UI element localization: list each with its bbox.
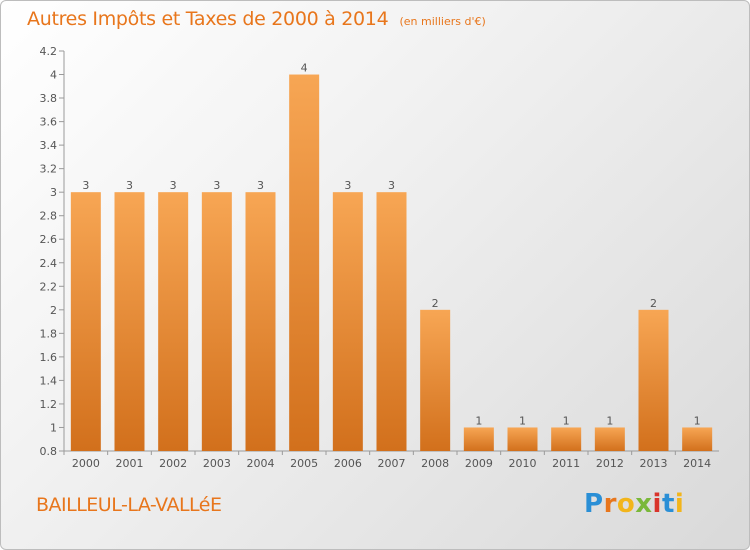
bar-data-label: 3 [344, 179, 351, 192]
bar-data-label: 1 [519, 414, 526, 427]
y-tick-label: 3.8 [40, 92, 58, 105]
y-tick-label: 3.2 [40, 163, 58, 176]
bar-data-label: 3 [82, 179, 89, 192]
bar-data-label: 1 [475, 414, 482, 427]
bar [201, 192, 232, 452]
y-tick-label: 1.6 [40, 351, 58, 364]
brand-letter: t [661, 489, 675, 519]
bar [463, 427, 494, 451]
chart-subtitle: (en milliers d'€) [399, 15, 486, 28]
y-tick-label: 2.2 [40, 280, 58, 293]
bar-data-label: 3 [257, 179, 264, 192]
location-label: BAILLEUL-LA-VALLéE [36, 494, 222, 516]
x-tick-label: 2011 [552, 457, 580, 470]
y-tick-label: 1 [50, 421, 57, 434]
x-tick-label: 2014 [683, 457, 711, 470]
bar [158, 192, 189, 452]
bar-data-label: 3 [126, 179, 133, 192]
bar [594, 427, 625, 451]
bar [114, 192, 145, 452]
x-tick-label: 2007 [378, 457, 406, 470]
y-tick-label: 2.8 [40, 210, 58, 223]
y-tick-label: 2.6 [40, 233, 58, 246]
brand-letter: r [603, 489, 617, 519]
bar-data-label: 4 [301, 62, 308, 75]
bar [376, 192, 407, 452]
y-tick-label: 3.4 [40, 139, 58, 152]
x-tick-label: 2003 [203, 457, 231, 470]
x-tick-label: 2005 [290, 457, 318, 470]
x-tick-label: 2010 [509, 457, 537, 470]
y-tick-label: 3 [50, 186, 57, 199]
brand-letter: x [635, 489, 653, 519]
bar-data-label: 3 [170, 179, 177, 192]
bar [682, 427, 713, 451]
bar [289, 74, 320, 451]
y-tick-label: 4 [50, 69, 57, 82]
x-tick-label: 2002 [159, 457, 187, 470]
x-tick-label: 2001 [116, 457, 144, 470]
bar [245, 192, 276, 452]
brand-letter: o [616, 489, 636, 519]
brand-letter: P [584, 489, 604, 519]
brand-letter: i [652, 489, 662, 519]
x-tick-label: 2012 [596, 457, 624, 470]
chart-title: Autres Impôts et Taxes de 2000 à 2014 [27, 8, 389, 30]
brand-letter: i [674, 489, 685, 519]
x-tick-label: 2013 [640, 457, 668, 470]
bar [551, 427, 582, 451]
bar-data-label: 2 [432, 297, 439, 310]
y-tick-label: 0.8 [40, 445, 58, 458]
bar-data-label: 1 [694, 414, 701, 427]
y-tick-label: 4.2 [40, 45, 58, 58]
bar-data-label: 3 [388, 179, 395, 192]
y-tick-label: 2.4 [40, 257, 58, 270]
x-tick-label: 2000 [72, 457, 100, 470]
x-tick-label: 2008 [421, 457, 449, 470]
bar [70, 192, 101, 452]
bar [638, 309, 669, 451]
y-tick-label: 1.8 [40, 327, 58, 340]
bar [420, 309, 451, 451]
y-tick-label: 1.2 [40, 398, 58, 411]
x-tick-label: 2006 [334, 457, 362, 470]
y-tick-label: 2 [50, 304, 57, 317]
title-row: Autres Impôts et Taxes de 2000 à 2014 (e… [27, 8, 486, 30]
bar [507, 427, 538, 451]
x-tick-label: 2004 [247, 457, 275, 470]
y-tick-label: 3.6 [40, 116, 58, 129]
bar-data-label: 2 [650, 297, 657, 310]
bar-data-label: 3 [213, 179, 220, 192]
bar [332, 192, 363, 452]
brand-logo: Proxiti [584, 489, 684, 519]
bar-data-label: 1 [563, 414, 570, 427]
bar-data-label: 1 [606, 414, 613, 427]
y-tick-label: 1.4 [40, 374, 58, 387]
x-tick-label: 2009 [465, 457, 493, 470]
